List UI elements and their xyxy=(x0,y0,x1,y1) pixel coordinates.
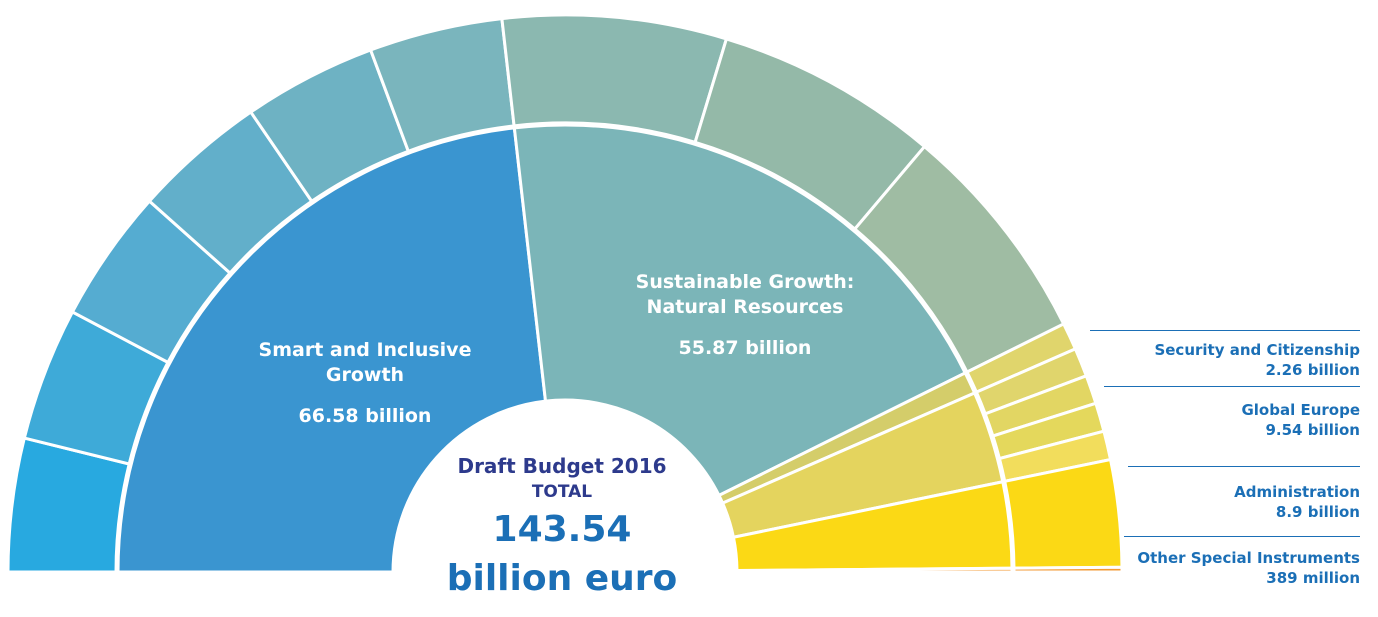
legend-other-special-instruments: Other Special Instruments 389 million xyxy=(1080,548,1360,588)
inner-slice-other-special-instruments xyxy=(735,566,1014,574)
legend-administration-name: Administration xyxy=(1234,483,1360,501)
legend-security-value: 2.26 billion xyxy=(1265,361,1360,379)
total-unit: billion euro xyxy=(446,558,678,599)
outer-segment-sustainable-growth-natural-resources-1 xyxy=(500,13,729,145)
legend-administration: Administration 8.9 billion xyxy=(1080,482,1360,522)
legend-global-europe-value: 9.54 billion xyxy=(1265,421,1360,439)
legend-global-europe-name: Global Europe xyxy=(1241,401,1360,419)
legend-other-special-name: Other Special Instruments xyxy=(1137,549,1360,567)
inner-slice-smart-and-inclusive-growth xyxy=(116,126,548,574)
legend-rule-other-special xyxy=(1124,536,1360,537)
legend-rule-administration xyxy=(1128,466,1360,467)
center-total-label: Draft Budget 2016 TOTAL 143.54 billion e… xyxy=(412,452,712,602)
sustainable-growth-label: Sustainable Growth: Natural Resources 55… xyxy=(605,270,885,361)
legend-global-europe: Global Europe 9.54 billion xyxy=(1080,400,1360,440)
chart-subtitle: TOTAL xyxy=(531,482,593,502)
outer-ring xyxy=(6,13,1124,574)
legend-administration-value: 8.9 billion xyxy=(1275,503,1360,521)
legend-security-name: Security and Citizenship xyxy=(1154,341,1360,359)
smart-growth-name-line-2: Growth xyxy=(325,364,405,386)
legend-security-and-citizenship: Security and Citizenship 2.26 billion xyxy=(1080,340,1360,380)
smart-growth-name-line-1: Smart and Inclusive xyxy=(258,339,472,361)
sustainable-growth-name-line-1: Sustainable Growth: xyxy=(635,271,855,293)
total-value: 143.54 xyxy=(492,509,632,550)
chart-title: Draft Budget 2016 xyxy=(457,454,667,478)
smart-growth-value: 66.58 billion xyxy=(298,405,432,427)
inner-slice-sustainable-growth-natural-resources xyxy=(512,123,968,498)
sustainable-growth-value: 55.87 billion xyxy=(678,337,812,359)
smart-growth-label: Smart and Inclusive Growth 66.58 billion xyxy=(230,338,500,429)
outer-segment-other-special-instruments-1 xyxy=(1012,565,1124,574)
legend-rule-global-europe xyxy=(1104,386,1360,387)
legend-other-special-value: 389 million xyxy=(1266,569,1360,587)
sustainable-growth-name-line-2: Natural Resources xyxy=(646,296,844,318)
legend-rule-security xyxy=(1090,330,1360,331)
inner-ring xyxy=(116,123,1014,574)
